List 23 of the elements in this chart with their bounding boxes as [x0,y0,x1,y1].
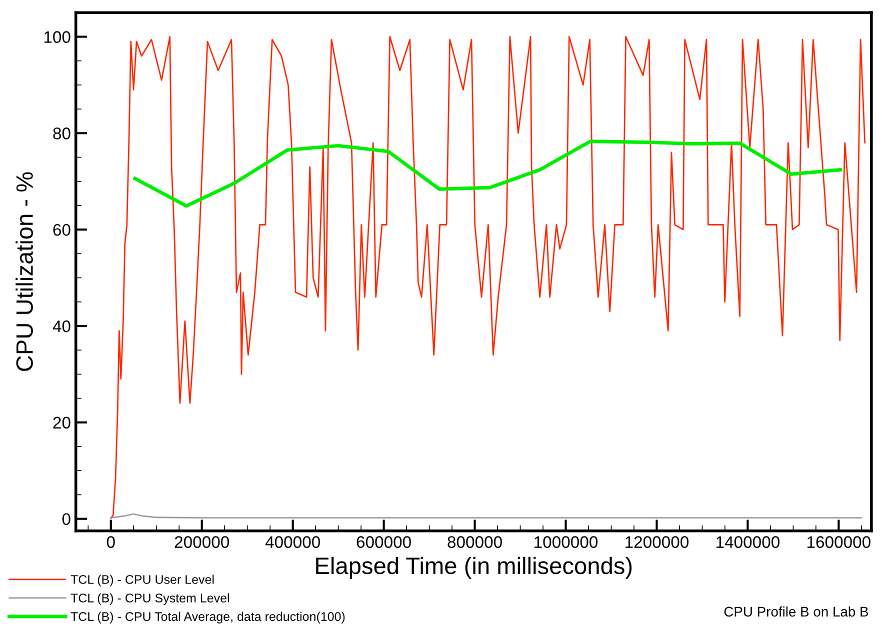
legend-label: TCL (B) - CPU Total Average, data reduction(100) [70,612,345,624]
x-tick-label: 0 [106,536,115,548]
x-tick-label: 1200000 [626,536,689,548]
y-axis-title: CPU Utilization - % [16,172,33,371]
x-tick-label: 1400000 [716,536,780,548]
x-tick-label: 400000 [265,536,320,548]
x-tick-label: 200000 [174,536,230,548]
x-tick-label: 1000000 [534,536,598,548]
legend-label: TCL (B) - CPU User Level [70,574,214,586]
x-tick-label: 1600000 [807,536,870,548]
x-axis-title: Elapsed Time (in milliseconds) [316,556,632,579]
y-tick-label: 60 [53,224,70,236]
y-tick-label: 40 [52,320,70,332]
y-tick-label: 100 [44,31,70,43]
y-tick-label: 0 [62,513,70,526]
x-tick-label: 600000 [356,536,411,548]
line-series [133,140,842,208]
y-tick-label: 20 [53,416,70,429]
text: CPU Profile B on Lab B [724,606,868,617]
legend-label: TCL (B) - CPU System Level [70,593,229,605]
x-tick-label: 800000 [448,536,502,548]
y-tick-label: 80 [53,128,70,140]
line-series [110,36,866,520]
